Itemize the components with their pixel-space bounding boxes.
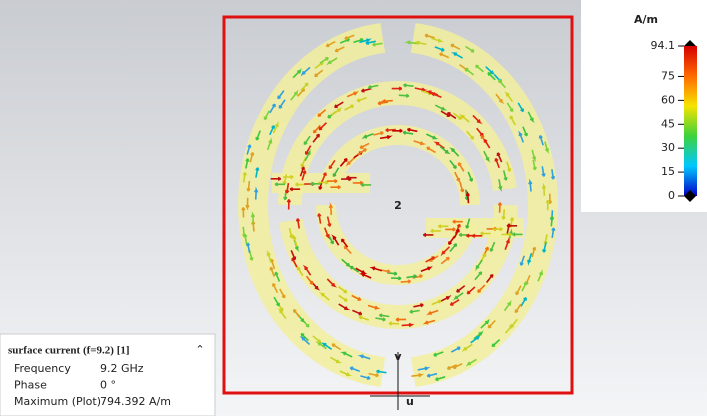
info-title: surface current (f=9.2) [1] [8, 345, 130, 357]
colorbar-tick-label: 75 [661, 69, 675, 82]
info-value: 794.392 A/m [100, 395, 171, 408]
colorbar-tick-label: 30 [661, 141, 675, 154]
info-value: 0 ° [100, 379, 116, 392]
axis-v-label: v [394, 350, 402, 363]
colorbar-tick-label: 60 [661, 93, 675, 106]
info-label: Frequency [14, 362, 71, 375]
port-label: 2 [394, 199, 402, 212]
colorbar-tick-label: 0 [668, 189, 675, 202]
colorbar-unit: A/m [634, 13, 658, 26]
collapse-icon[interactable]: ⌃ [195, 343, 204, 356]
colorbar-tick-label: 94.1 [651, 39, 676, 52]
info-label: Maximum (Plot) [14, 395, 101, 408]
info-value: 9.2 GHz [100, 362, 144, 375]
colorbar-tick-label: 15 [661, 165, 675, 178]
screenshot: 2 v u A/m 94.1 75 60 45 30 15 0 surface curren… [0, 0, 707, 416]
colorbar-tick-label: 45 [661, 117, 675, 130]
info-label: Phase [14, 379, 47, 392]
axis-u-label: u [406, 395, 414, 408]
colorbar [684, 46, 697, 196]
